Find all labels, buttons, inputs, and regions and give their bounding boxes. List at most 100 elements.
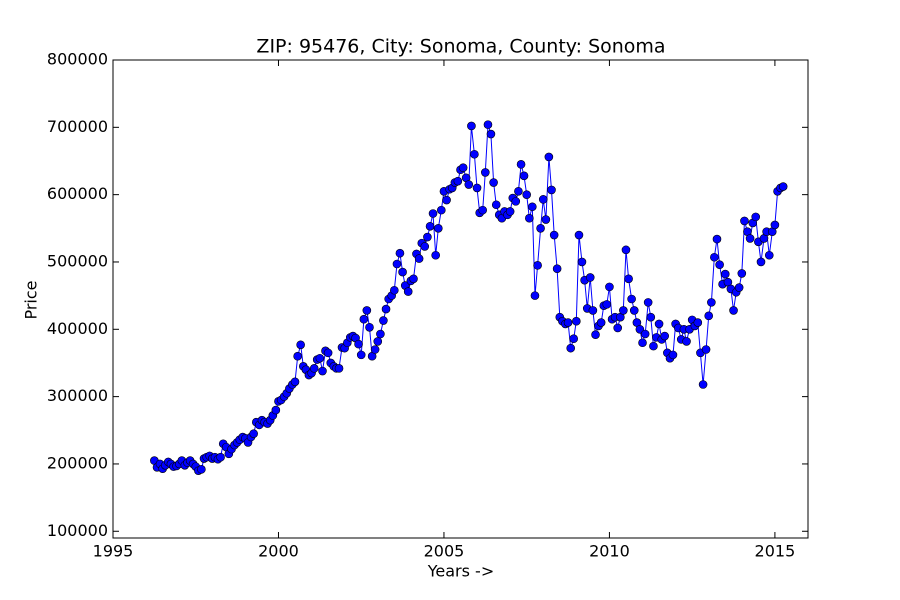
price-point <box>528 202 537 212</box>
price-point <box>434 224 443 233</box>
price-point <box>519 171 529 181</box>
y-tick-label: 600000 <box>47 184 108 203</box>
price-point <box>379 316 388 325</box>
price-point <box>356 350 366 360</box>
price-point <box>751 212 761 222</box>
x-axis-label: Years -> <box>427 562 494 581</box>
price-point <box>249 429 258 438</box>
price-point <box>682 337 691 346</box>
y-tick-label: 100000 <box>47 521 108 540</box>
price-point <box>530 291 540 300</box>
chart-title: ZIP: 95476, City: Sonoma, County: Sonoma <box>256 36 665 58</box>
x-tick-label: 2015 <box>755 542 796 561</box>
price-point <box>698 380 708 389</box>
price-point <box>309 364 319 373</box>
price-point <box>660 331 669 341</box>
price-point <box>536 224 545 233</box>
price-point <box>654 319 664 329</box>
price-point <box>464 180 474 189</box>
price-point <box>588 306 598 315</box>
price-point <box>514 186 523 196</box>
y-tick-label: 700000 <box>47 117 108 136</box>
price-point <box>271 405 281 415</box>
price-point <box>376 329 385 339</box>
price-point <box>470 149 479 159</box>
price-point <box>710 252 719 262</box>
price-point <box>290 377 300 387</box>
price-point <box>489 178 498 187</box>
price-point <box>365 322 374 332</box>
price-point <box>646 312 656 322</box>
price-point <box>549 230 559 240</box>
price-point <box>395 248 405 258</box>
price-point <box>486 129 496 139</box>
price-point <box>745 234 755 243</box>
price-point <box>437 205 446 215</box>
price-point <box>640 329 650 339</box>
price-point <box>541 215 551 224</box>
price-point <box>315 353 325 363</box>
price-point <box>544 152 554 162</box>
price-point <box>572 316 581 326</box>
price-point <box>428 209 438 218</box>
price-point <box>318 366 327 376</box>
price-point <box>563 318 573 327</box>
price-point <box>381 304 391 314</box>
price-point <box>668 350 678 360</box>
price-point <box>619 306 628 315</box>
plot-frame <box>112 59 809 539</box>
price-point <box>216 452 225 462</box>
price-point <box>596 318 606 327</box>
price-point <box>715 260 724 269</box>
price-point <box>293 351 302 361</box>
y-tick-label: 800000 <box>47 50 108 69</box>
x-tick-label: 2000 <box>258 542 299 561</box>
price-point <box>483 120 493 129</box>
price-point <box>491 200 501 210</box>
y-axis-label: Price <box>22 280 41 319</box>
price-point <box>720 269 730 279</box>
price-point <box>409 274 418 284</box>
price-point <box>605 282 614 292</box>
price-point <box>734 283 744 292</box>
price-point <box>547 185 556 195</box>
price-point <box>442 195 451 205</box>
price-point <box>707 298 716 307</box>
price-point <box>693 318 703 327</box>
price-point <box>577 257 587 267</box>
price-point <box>420 242 430 251</box>
price-point <box>296 340 305 350</box>
price-point <box>704 311 714 321</box>
price-point <box>701 345 711 354</box>
price-point <box>414 254 424 263</box>
price-point <box>629 306 639 315</box>
x-tick-label: 2010 <box>589 542 630 561</box>
price-point <box>737 269 747 278</box>
price-point <box>472 183 482 193</box>
price-point <box>359 314 369 324</box>
price-point <box>649 341 658 351</box>
price-point <box>467 121 476 131</box>
price-point <box>511 197 521 206</box>
x-tick-label: 1995 <box>93 542 134 561</box>
price-point <box>373 337 383 346</box>
price-point <box>423 232 432 242</box>
price-point <box>538 195 548 204</box>
price-point <box>566 343 576 353</box>
y-tick-label: 300000 <box>47 386 108 405</box>
price-point <box>453 176 463 186</box>
y-tick-label: 500000 <box>47 251 108 270</box>
price-point <box>770 220 780 230</box>
price-point <box>585 273 595 282</box>
price-point <box>362 306 372 315</box>
price-point <box>403 287 413 296</box>
y-tick-label: 400000 <box>47 319 108 338</box>
price-point <box>602 300 612 309</box>
price-point <box>505 207 515 216</box>
price-point <box>522 190 531 199</box>
x-tick-label: 2005 <box>424 542 465 561</box>
price-point <box>425 221 435 231</box>
price-point <box>764 250 774 260</box>
price-point <box>591 330 600 339</box>
price-point <box>569 334 578 344</box>
